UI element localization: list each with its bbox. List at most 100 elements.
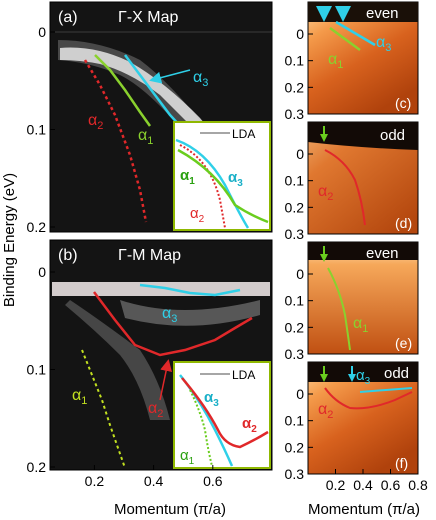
panel-b-tag: (b): [58, 247, 78, 264]
panel-b-alpha3-label: α3: [162, 305, 177, 325]
panel-a-y-tick-label: 0.2: [27, 219, 47, 235]
panel-d-y-tick-label: 0.3: [285, 226, 305, 242]
panel-b-band-glow-2: [120, 300, 260, 326]
panel-b-x-tick-label: 0.2: [85, 473, 105, 489]
panel-d: odd α2 (d): [307, 121, 419, 235]
panel-e-parity: even: [366, 245, 399, 262]
panel-d-y-tick-label: 0: [296, 146, 304, 162]
panel-a-alpha3-arrow: [149, 69, 191, 84]
panel-c-y-tick-label: 0.2: [285, 79, 305, 95]
panel-a-title: Γ-X Map: [118, 9, 178, 26]
panel-d-y-tick-label: 0.2: [285, 199, 305, 215]
panel-d-tag: (d): [395, 215, 412, 231]
panel-f-y-tick-label: 0: [296, 386, 304, 402]
panel-c: even α3 α1 (c): [307, 1, 419, 115]
panel-a-y-ticks: 0 0.1 0.2: [27, 24, 55, 235]
panel-a-inset-lda-label: LDA: [232, 127, 255, 141]
panel-e-tag: (e): [395, 335, 412, 351]
panel-d-green-arrowhead: [320, 134, 328, 142]
panel-e-dark-top: [308, 242, 418, 260]
panel-d-alpha2-label: α2: [318, 183, 333, 203]
panel-a-tag: (a): [58, 9, 78, 26]
panel-f-tag: (f): [395, 455, 408, 471]
panel-c-parity: even: [366, 5, 399, 22]
panel-e-y-tick-label: 0: [296, 266, 304, 282]
panel-b-alpha1-line: [81, 349, 126, 469]
panel-c-alpha1-line: [329, 26, 361, 52]
panel-b-inset-frame: [173, 361, 271, 469]
panel-c-y-tick-label: 0: [296, 26, 304, 42]
right-x-tick-label: 0.8: [408, 477, 428, 493]
panel-a-alpha2-label: α2: [88, 112, 103, 132]
panel-f-y-tick-label: 0.1: [285, 413, 305, 429]
panel-b-inset-lda-label: LDA: [232, 368, 255, 382]
right-y-ticks: 0 0.1 0.2 0.3 0 0.1 0.2 0.3 0 0.1 0.2 0.3 0 0.1 0.2 0.3: [285, 26, 313, 482]
panel-b-alpha2-line: [93, 291, 253, 357]
panel-b-alpha1-label: α1: [72, 387, 87, 407]
right-x-ticks: 0.2 0.4 0.6 0.8: [326, 469, 428, 493]
panel-b-alpha3-line: [139, 283, 241, 297]
panel-b-fermi-band: [52, 282, 270, 296]
panel-a-alpha1-line: [94, 54, 152, 127]
panel-f-alpha3-label: α3: [356, 367, 371, 387]
panel-b-x-tick-label: 0.6: [203, 473, 223, 489]
panel-b-inset-alpha2-label: α2: [242, 415, 257, 435]
panel-e-green-arrowhead: [320, 254, 328, 262]
panel-f-alpha2-label: α2: [318, 401, 333, 421]
x-axis-label-left: Momentum (π/a): [114, 501, 226, 518]
panel-a-y-tick-label: 0: [38, 24, 46, 40]
panel-f-alpha3-line: [359, 387, 413, 393]
panel-c-tag: (c): [395, 95, 411, 111]
panel-a-inset-alpha2-label: α2: [190, 205, 205, 225]
y-axis-label: Binding Energy (eV): [1, 173, 18, 307]
panel-c-alpha3-line: [335, 20, 376, 47]
panel-d-parity: odd: [380, 127, 405, 144]
panel-a-alpha3-label: α3: [193, 69, 208, 89]
right-x-tick-label: 0.4: [353, 477, 373, 493]
panel-b: (b) Γ-M Map α3 α2 α1 LDA α3 α2 α1 0 0.1 0.…: [27, 239, 273, 489]
panel-b-title: Γ-M Map: [118, 247, 181, 264]
panel-a-inset: LDA α1 α3 α2: [173, 121, 271, 231]
panel-b-x-tick-label: 0.4: [144, 473, 164, 489]
panel-c-y-tick-label: 0.3: [285, 106, 305, 122]
panel-d-alpha2-line: [324, 149, 366, 226]
panel-f: α3 odd α2 (f): [307, 361, 419, 475]
panel-a-inset-alpha3-label: α3: [228, 169, 243, 189]
panel-c-y-tick-label: 0.1: [285, 53, 305, 69]
panel-c-alpha1-label: α1: [328, 51, 343, 71]
panel-b-inset-alpha2: [181, 377, 269, 449]
panel-b-y-tick-label: 0: [38, 264, 46, 280]
panel-b-y-ticks: 0 0.1 0.2: [27, 264, 55, 475]
panel-a-inset-alpha1: [177, 148, 269, 224]
panel-a-inset-frame: [173, 121, 271, 231]
panel-b-y-tick-label: 0.1: [27, 362, 47, 378]
panel-f-y-tick-label: 0.2: [285, 439, 305, 455]
right-x-tick-label: 0.2: [326, 477, 346, 493]
panel-f-dark-top: [308, 362, 418, 382]
panel-e-alpha1-line: [327, 267, 351, 351]
panel-b-inset: LDA α3 α2 α1: [173, 361, 271, 469]
panel-a-alpha1-label: α1: [138, 127, 153, 147]
panel-e-alpha1-label: α1: [353, 315, 368, 335]
panel-b-inset-alpha3-label: α3: [204, 389, 219, 409]
panel-a-y-tick-label: 0.1: [27, 122, 47, 138]
panel-e-y-tick-label: 0.1: [285, 293, 305, 309]
panel-f-y-tick-label: 0.3: [285, 466, 305, 482]
panel-a-alpha2-line: [83, 59, 148, 223]
panel-a-alpha3-line: [124, 54, 183, 129]
panel-f-green-arrowhead: [320, 374, 328, 382]
panel-b-alpha2-arrow: [159, 359, 173, 401]
panel-b-band-glow: [65, 300, 170, 420]
panel-b-x-ticks: 0.2 0.4 0.6: [85, 465, 223, 489]
panel-f-cyan-arrowhead: [348, 374, 356, 382]
panel-e: even α1 (e): [307, 241, 419, 355]
panel-b-inset-alpha1-label: α1: [180, 447, 195, 467]
panel-a-inset-alpha3: [175, 138, 250, 229]
panel-e-y-tick-label: 0.3: [285, 346, 305, 362]
panel-e-y-tick-label: 0.2: [285, 319, 305, 335]
panel-a-inset-alpha1-label: α1: [180, 167, 195, 187]
panel-a: (a) Γ-X Map α3 α2 α1 LDA α1 α3 α2 0 0.1 0.…: [27, 1, 273, 235]
panel-f-alpha2-line: [324, 387, 413, 410]
